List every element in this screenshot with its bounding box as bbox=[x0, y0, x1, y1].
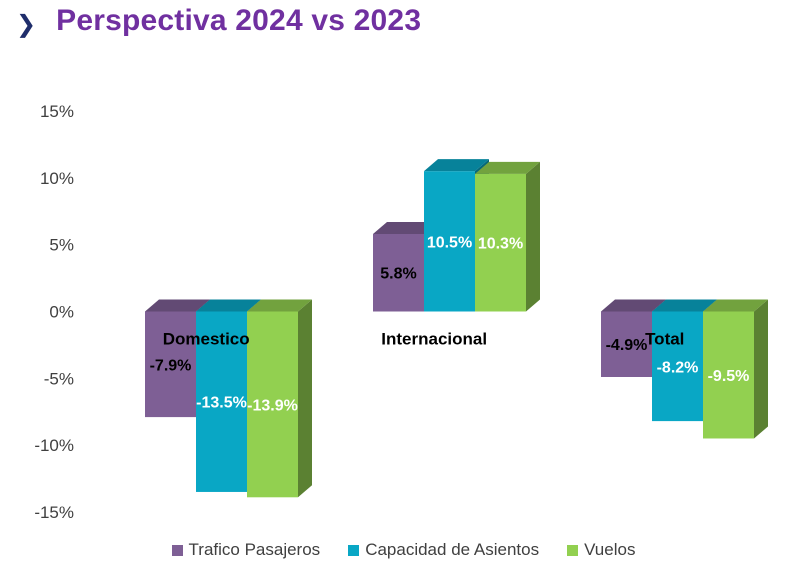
bar-top bbox=[247, 299, 312, 312]
bar-top bbox=[652, 299, 717, 312]
data-label: -13.5% bbox=[196, 395, 247, 412]
category-label: Total bbox=[645, 330, 684, 349]
bar-front bbox=[373, 233, 424, 312]
bar-front bbox=[145, 311, 196, 418]
data-label: 10.3% bbox=[478, 236, 523, 253]
y-tick-label: 10% bbox=[40, 169, 74, 188]
bar-top bbox=[196, 299, 261, 312]
legend-label: Trafico Pasajeros bbox=[188, 540, 321, 559]
category-label: Internacional bbox=[381, 330, 487, 349]
category-group bbox=[373, 159, 540, 312]
legend-label: Vuelos bbox=[584, 540, 636, 559]
category-group bbox=[601, 299, 768, 439]
data-label: -8.2% bbox=[657, 359, 699, 376]
bar-front bbox=[196, 311, 247, 492]
data-label: -9.5% bbox=[708, 368, 750, 385]
y-tick-label: 15% bbox=[40, 102, 74, 121]
category-label: Domestico bbox=[163, 330, 250, 349]
bar-side bbox=[754, 299, 768, 439]
bar-front bbox=[424, 171, 475, 312]
data-label: 5.8% bbox=[380, 266, 416, 283]
bar-side bbox=[526, 161, 540, 312]
data-label: -7.9% bbox=[150, 357, 192, 374]
bar-top bbox=[145, 299, 210, 312]
chevron-right-icon: ❯ bbox=[16, 10, 37, 38]
data-label: -4.9% bbox=[606, 337, 648, 354]
data-label: -13.9% bbox=[247, 397, 298, 414]
chart-legend: Trafico Pasajeros Capacidad de Asientos Vu… bbox=[0, 540, 807, 560]
page-title: Perspectiva 2024 vs 2023 bbox=[56, 4, 422, 37]
bar bbox=[475, 161, 540, 312]
category-group bbox=[145, 299, 312, 498]
y-tick-label: -5% bbox=[44, 369, 74, 388]
bar-top bbox=[373, 221, 438, 234]
bar bbox=[703, 299, 768, 439]
data-label: 10.5% bbox=[427, 234, 472, 251]
bar-top bbox=[601, 299, 666, 312]
y-tick-label: -15% bbox=[34, 503, 74, 522]
legend-swatch bbox=[171, 544, 183, 556]
legend-label: Capacidad de Asientos bbox=[365, 540, 540, 559]
bar-front bbox=[247, 311, 298, 498]
bar bbox=[247, 299, 312, 498]
y-tick-label: 5% bbox=[49, 236, 74, 255]
y-tick-label: -10% bbox=[34, 436, 74, 455]
legend-item: Capacidad de Asientos bbox=[348, 540, 539, 560]
legend-item: Trafico Pasajeros bbox=[171, 540, 321, 560]
bar-front bbox=[601, 311, 652, 377]
bar-top bbox=[424, 159, 489, 172]
bar-front bbox=[475, 173, 526, 312]
y-tick-label: 0% bbox=[49, 303, 74, 322]
legend-swatch bbox=[567, 544, 579, 556]
bar-front bbox=[652, 311, 703, 422]
bar-top bbox=[703, 299, 768, 312]
bar-side bbox=[298, 299, 312, 498]
bar-top bbox=[475, 161, 540, 174]
page-header: ❯ Perspectiva 2024 vs 2023 bbox=[16, 4, 421, 38]
bar-front bbox=[703, 311, 754, 439]
legend-item: Vuelos bbox=[567, 540, 635, 560]
legend-swatch bbox=[348, 544, 360, 556]
